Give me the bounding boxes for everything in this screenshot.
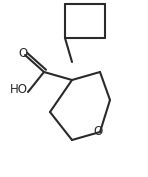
Text: O: O (18, 47, 28, 61)
Text: O: O (93, 125, 102, 138)
Text: HO: HO (10, 83, 28, 96)
